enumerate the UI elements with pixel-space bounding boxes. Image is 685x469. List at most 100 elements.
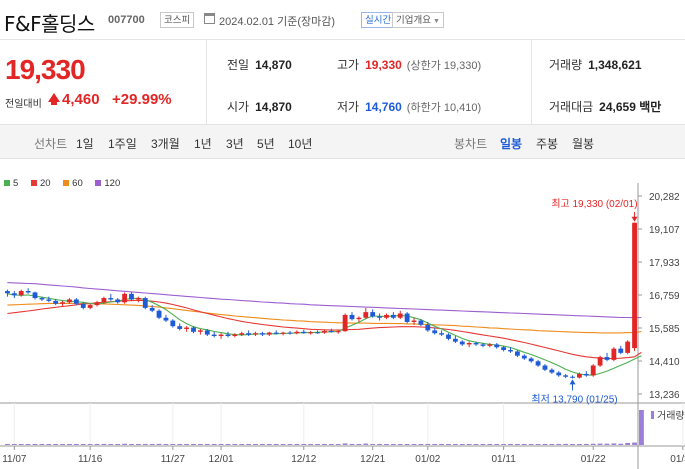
tab-1d[interactable]: 1일 <box>76 137 94 151</box>
volume-bar <box>163 444 169 445</box>
candle-body <box>577 373 582 378</box>
tab-10y[interactable]: 10년 <box>288 137 313 151</box>
volume-bar <box>294 444 300 445</box>
y-tick-label: 14,410 <box>649 357 680 368</box>
volume-bar <box>397 444 403 445</box>
candle-body <box>287 332 293 334</box>
volume-bar <box>101 443 107 445</box>
low-label: 저가 <box>337 100 360 114</box>
volume-bar <box>549 444 555 445</box>
volume-bar <box>39 444 45 445</box>
volume-bar <box>349 443 355 445</box>
candle-body <box>528 358 534 362</box>
candle-body <box>625 341 631 353</box>
candle-body <box>80 303 86 308</box>
volume-bar <box>342 443 348 445</box>
candle-body <box>501 347 507 351</box>
amount-label: 거래대금 <box>549 100 594 114</box>
candle-body <box>129 293 134 300</box>
volume-bar <box>590 443 596 445</box>
high: 고가 19,330 (상한가 19,330) <box>337 56 481 73</box>
x-tick-label: 12/21 <box>360 454 385 465</box>
candle-body <box>583 373 589 376</box>
volume-bar <box>439 444 445 445</box>
tab-3m[interactable]: 3개월 <box>151 137 180 151</box>
volume-bar <box>404 444 410 445</box>
candle-body <box>232 334 238 336</box>
company-info-dropdown[interactable]: 기업개요 ▼ <box>392 12 444 28</box>
volume-bar <box>528 444 534 445</box>
candle-body <box>508 350 513 352</box>
volume-bar <box>432 444 438 445</box>
tab-monthly[interactable]: 월봉 <box>572 137 595 151</box>
candle-body <box>432 330 438 334</box>
volume-legend-swatch <box>651 411 654 419</box>
ma20-line <box>7 299 642 360</box>
prev-close-value: 14,870 <box>255 58 292 72</box>
company-info-label: 기업개요 <box>396 15 431 26</box>
volume-bar <box>356 444 362 445</box>
legend-label: 120 <box>104 178 121 189</box>
candle-body <box>11 293 17 296</box>
quote-panel: 19,330 전일대비 4,460 +29.99% 전일 14,870 고가 19,… <box>0 40 685 125</box>
tab-1w[interactable]: 1주일 <box>108 137 137 151</box>
amount: 거래대금 24,659 백만 <box>549 98 661 115</box>
volume-bar <box>11 444 17 445</box>
volume-bar <box>239 444 245 445</box>
volume-bar <box>418 444 424 445</box>
current-price: 19,330 <box>5 54 86 85</box>
volume-bar <box>94 444 100 445</box>
x-tick-label: 12/01 <box>209 454 234 465</box>
candle-body <box>32 292 38 299</box>
volume-bar <box>177 444 183 445</box>
chart-tabs: 선차트 1일 1주일 3개월 1년 3년 5년 10년 봉차트 일봉 주봉 월봉 <box>0 125 685 159</box>
candle-body <box>342 314 348 332</box>
candle-body <box>67 299 72 303</box>
candle-body <box>204 330 210 335</box>
volume-bar <box>18 444 24 445</box>
candle-body <box>5 291 10 294</box>
calendar-icon <box>204 13 215 24</box>
tab-weekly[interactable]: 주봉 <box>536 137 559 151</box>
candle-body <box>149 307 155 311</box>
tab-1y[interactable]: 1년 <box>194 137 212 151</box>
volume-bar <box>411 444 417 445</box>
x-tick-label: 01/31 <box>670 454 685 465</box>
volume-bar <box>639 410 644 445</box>
candle-body <box>253 333 258 335</box>
candle-body <box>542 365 548 370</box>
candle-body <box>384 314 389 318</box>
candle-body <box>142 298 148 308</box>
candle-body <box>480 344 486 346</box>
volume-bar <box>542 444 548 445</box>
volume-bar <box>204 444 210 445</box>
candle-body <box>225 334 231 336</box>
tab-5y[interactable]: 5년 <box>257 137 275 151</box>
volume-bar <box>53 444 59 445</box>
candle-body <box>370 312 376 317</box>
x-tick-label: 01/22 <box>581 454 606 465</box>
volume-bar <box>253 444 258 445</box>
realtime-button[interactable]: 실시간 <box>361 12 396 28</box>
candle-body <box>556 372 562 376</box>
chevron-down-icon: ▼ <box>432 18 440 25</box>
volume-bar <box>390 444 396 445</box>
volume-bar <box>5 443 10 445</box>
volume: 거래량 1,348,621 <box>549 56 642 73</box>
x-tick-label: 11/27 <box>161 454 186 465</box>
y-tick-label: 16,759 <box>649 291 680 302</box>
tab-daily[interactable]: 일봉 <box>500 137 523 151</box>
candle-body <box>39 298 45 300</box>
candle-body <box>260 333 265 335</box>
candle-body <box>170 320 176 327</box>
price-chart[interactable]: 20,282 19,107 17,933 16,759 15,585 14,410 13,2… <box>0 175 685 469</box>
market-badge: 코스피 <box>160 12 195 28</box>
candle-body <box>466 343 472 345</box>
volume-bar <box>577 444 582 445</box>
tab-3y[interactable]: 3년 <box>226 137 244 151</box>
candle-body <box>18 291 24 296</box>
high-value: 19,330 <box>365 58 402 72</box>
volume-bar <box>46 444 52 445</box>
volume-bar <box>514 444 520 445</box>
volume-bar <box>377 444 382 445</box>
